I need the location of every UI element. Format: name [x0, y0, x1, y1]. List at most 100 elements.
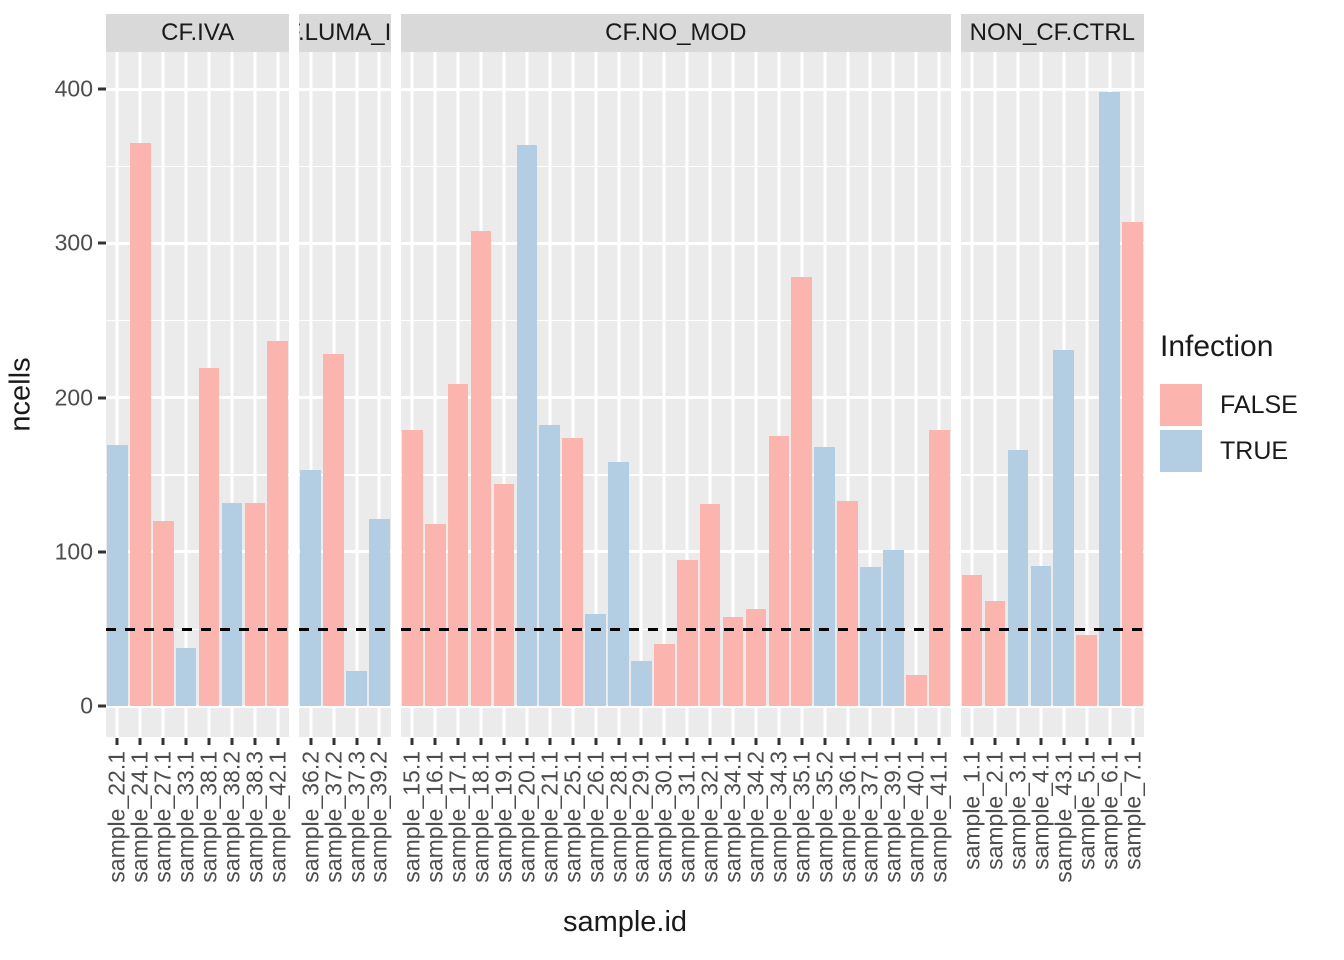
bar-sample_2.1 [984, 601, 1006, 707]
legend-entry-FALSE: FALSE [1160, 384, 1344, 426]
bar-slot [859, 52, 882, 707]
facet-strip: CF.IVA [106, 14, 290, 52]
bar-slot [584, 52, 607, 707]
bars-layer [299, 52, 391, 707]
bar-sample_27.1 [152, 521, 174, 707]
bar-sample_37.3 [346, 670, 367, 707]
bar-slot [299, 52, 322, 707]
x-tick-label: sample_39.2 [365, 751, 392, 883]
x-axis-title: sample.id [562, 906, 688, 938]
x-tick-mark [584, 737, 607, 746]
x-tick-mark [767, 737, 790, 746]
bar-slot [961, 52, 984, 707]
facet-CF.NO_MOD: CF.NO_MOD sample_15.1 sample_16.1 sample_17… [399, 14, 952, 906]
x-tick-label-cell: sample_33.1 [173, 746, 199, 906]
x-tick-mark [676, 737, 699, 746]
x-tick-labels: sample_1.1 sample_2.1 sample_3.1 sample_4.1… [959, 746, 1146, 906]
bars-layer [106, 52, 289, 707]
bar-slot [745, 52, 768, 707]
legend-entries: FALSE TRUE [1160, 384, 1344, 472]
bar-sample_42.1 [267, 340, 289, 707]
bar-sample_25.1 [562, 437, 583, 707]
bar-slot [607, 52, 630, 707]
x-tick-mark [1007, 737, 1030, 746]
x-tick-label-cell: sample_22.1 [104, 746, 130, 906]
bar-sample_21.1 [539, 425, 561, 707]
x-tick-mark [859, 737, 882, 746]
x-tick-mark [1029, 737, 1052, 746]
facet-panels: CF.IVA sample_22.1 sample_24.1 sample_27.1 s… [104, 14, 1146, 906]
y-tick-label: 0 [80, 692, 93, 719]
x-tick-label-cell: sample_37.2 [320, 746, 346, 906]
bar-slot [790, 52, 813, 707]
x-tick-label-cell: sample_43.1 [1050, 746, 1076, 906]
bar-slot [882, 52, 905, 707]
x-tick-label-cell: sample_21.1 [536, 746, 562, 906]
x-tick-mark [198, 737, 221, 746]
x-tick-label-cell: sample_19.1 [490, 746, 516, 906]
bar-slot [515, 52, 538, 707]
x-tick-label-cell: sample_34.3 [765, 746, 791, 906]
x-tick-mark [745, 737, 768, 746]
bar-sample_20.1 [516, 144, 538, 707]
facet-strip: CF.LUMA_IVA [299, 14, 391, 52]
bar-sample_6.1 [1099, 92, 1120, 707]
bar-sample_34.2 [745, 608, 767, 707]
bar-slot [152, 52, 175, 707]
y-axis: 0 100 200 300 400 [42, 52, 106, 737]
x-tick-label: sample_7.1 [1119, 751, 1146, 870]
legend-title: Infection [1160, 330, 1274, 363]
x-tick-labels: sample_15.1 sample_16.1 sample_17.1 sample_… [399, 746, 952, 906]
threshold-dashed-line [299, 627, 391, 631]
x-tick-label-cell: sample_34.1 [720, 746, 746, 906]
x-tick-label-cell: sample_42.1 [264, 746, 290, 906]
bar-sample_4.1 [1030, 565, 1052, 707]
x-tick-label-cell: sample_6.1 [1096, 746, 1122, 906]
x-tick-mark [221, 737, 244, 746]
x-tick-mark [1075, 737, 1098, 746]
bar-sample_16.1 [424, 524, 446, 707]
bar-sample_38.1 [198, 368, 220, 707]
bar-sample_37.1 [860, 567, 881, 707]
x-tick-label-cell: sample_20.1 [513, 746, 539, 906]
bar-slot [653, 52, 676, 707]
bar-slot [447, 52, 470, 707]
x-tick-mark [561, 737, 584, 746]
x-tick-mark [538, 737, 561, 746]
x-tick-labels: sample_22.1 sample_24.1 sample_27.1 sample_… [104, 746, 290, 906]
bar-slot [1121, 52, 1144, 707]
x-tick-label-cell: sample_39.2 [365, 746, 392, 906]
y-tick-mark [98, 704, 106, 708]
bar-slot [984, 52, 1007, 707]
x-tick-mark [470, 737, 493, 746]
bar-slot [1029, 52, 1052, 707]
x-tick-label-cell: sample_17.1 [445, 746, 471, 906]
threshold-dashed-line [400, 627, 951, 631]
bar-slot [767, 52, 790, 707]
bar-slot [1007, 52, 1030, 707]
x-tick-mark [515, 737, 538, 746]
bar-slot [243, 52, 266, 707]
y-tick-label: 200 [54, 384, 93, 411]
plot-area: CF.IVA sample_22.1 sample_24.1 sample_27.1 s… [104, 0, 1146, 960]
x-tick-mark [345, 737, 368, 746]
bar-sample_36.1 [837, 500, 858, 707]
x-tick-label-cell: sample_39.1 [880, 746, 906, 906]
x-tick-mark [1052, 737, 1075, 746]
x-tick-label-cell: sample_16.1 [422, 746, 448, 906]
x-tick-marks [401, 737, 951, 746]
x-tick-mark [882, 737, 905, 746]
x-tick-label-cell: sample_37.1 [857, 746, 883, 906]
y-tick-mark [98, 396, 106, 400]
x-tick-mark [368, 737, 391, 746]
bar-sample_28.1 [608, 462, 629, 707]
x-tick-label-cell: sample_24.1 [127, 746, 153, 906]
bar-slot [630, 52, 653, 707]
x-tick-mark [152, 737, 175, 746]
bar-sample_24.1 [130, 143, 151, 707]
facet-strip: CF.NO_MOD [400, 14, 951, 52]
y-tick-mark [98, 550, 106, 554]
x-tick-label: sample_41.1 [925, 751, 952, 883]
bar-slot [538, 52, 561, 707]
bar-sample_1.1 [961, 575, 983, 707]
